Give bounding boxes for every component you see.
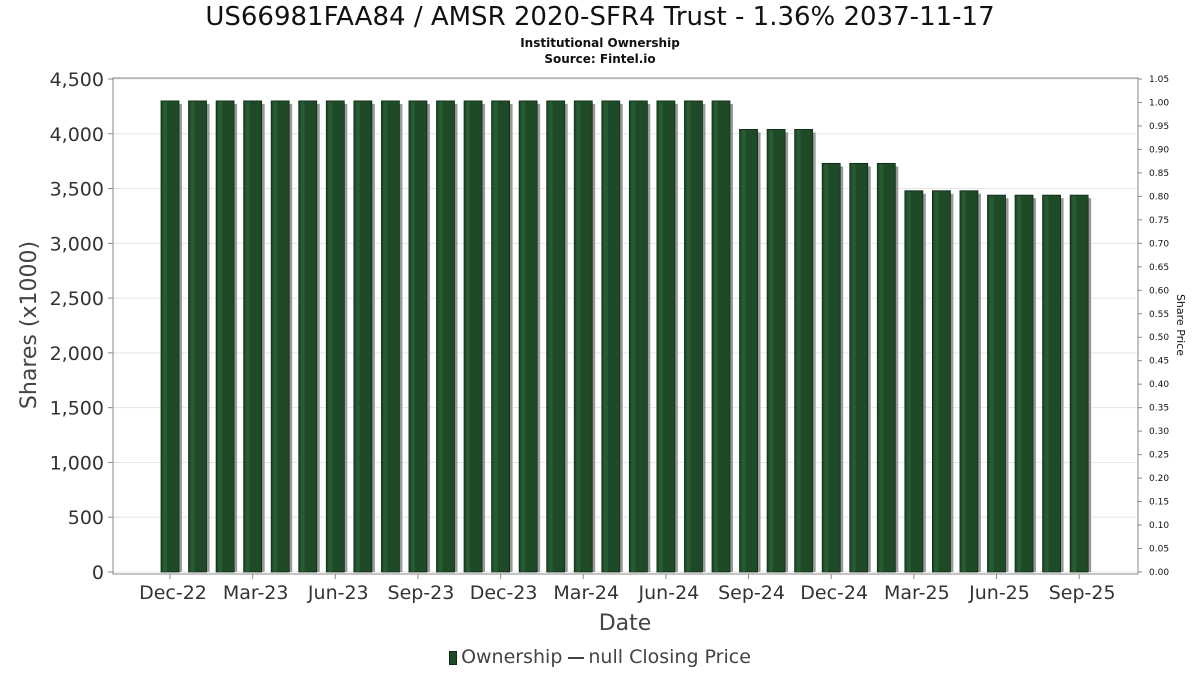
x-axis: Dec-22 Mar-23 Jun-23 Sep-23 Dec-23 Mar-24 Jun-… [139,574,1116,604]
chart-title: US66981FAA84 / AMSR 2020-SFR4 Trust - 1.… [205,2,995,32]
y2-tick-label: 0.90 [1149,145,1169,155]
chart-source: Source: Fintel.io [544,52,656,66]
y2-tick-label: 0.95 [1149,122,1169,132]
bar-highlight [714,101,718,573]
ownership-swatch-icon [449,650,458,665]
plot-area-frame [112,77,1139,575]
y-axis-left: 0 500 1,000 1,500 2,000 2,500 3,000 3,500 4,000 4… [50,69,113,584]
bar-highlight [493,101,498,573]
x-tick-label: Mar-23 [223,582,289,604]
y2-tick-label: 0.15 [1149,498,1169,508]
bar-highlight [631,101,636,573]
y2-tick-label: 1.00 [1149,98,1169,108]
y-tick-label: 2,000 [50,343,104,365]
y2-tick-label: 0.60 [1149,286,1169,296]
legend: Ownership null Closing Price [0,646,1200,668]
bar-highlight [548,101,553,573]
chart-subtitle: Institutional Ownership [520,36,680,50]
bar-highlight [906,191,911,572]
y-tick-label: 3,000 [50,233,104,255]
x-tick-label: Jun-23 [307,582,369,604]
bar-highlight [245,101,250,573]
bar-highlight [769,130,774,572]
bar-highlight [824,164,829,572]
bar-highlight [686,101,691,573]
y2-tick-label: 0.75 [1149,216,1169,226]
bar-highlight [328,101,333,573]
bar-highlight [438,101,443,573]
x-tick-label: Dec-23 [470,582,538,604]
y2-tick-label: 0.45 [1149,357,1169,367]
y-tick-label: 3,500 [50,179,104,201]
y-tick-label: 4,500 [50,69,104,91]
bar-highlight [576,101,581,573]
bar-highlight [466,101,471,573]
bar-highlight [658,101,663,573]
legend-ownership-label: Ownership [461,646,563,668]
bar-highlight [603,101,608,573]
bar-highlight [521,101,526,573]
x-tick-label: Sep-23 [388,582,455,604]
y-axis-label: Shares (x1000) [17,241,42,409]
bar-highlight [383,101,388,573]
bar-highlight [273,101,278,573]
y2-tick-label: 0.70 [1149,239,1169,249]
y-axis-right: 0.00 0.05 0.10 0.15 0.20 0.25 0.30 0.35 0.40 0.45… [1138,75,1169,578]
x-tick-label: Mar-24 [553,582,619,604]
legend-price-label: null Closing Price [588,646,751,668]
grid-lines [113,78,1138,573]
y2-tick-label: 0.00 [1149,568,1169,578]
y2-tick-label: 0.10 [1149,521,1169,531]
y-tick-label: 4,000 [50,124,104,146]
y2-tick-label: 1.05 [1149,75,1169,85]
bar-highlight [1017,196,1022,572]
y2-tick-label: 0.40 [1149,380,1169,390]
x-tick-label: Dec-22 [139,582,207,604]
bar-highlight [989,196,994,572]
y2-tick-label: 0.05 [1149,545,1169,555]
bar-highlight [961,191,966,572]
bar-highlight [218,101,223,573]
bar-highlight [851,164,856,572]
chart-svg: 0 500 1,000 1,500 2,000 2,500 3,000 3,500 4,000 4… [17,69,1187,636]
y-tick-label: 2,500 [50,288,104,310]
bar-highlight [163,101,167,573]
y2-tick-label: 0.20 [1149,474,1169,484]
bar-highlight [300,101,305,573]
x-tick-label: Sep-25 [1049,582,1116,604]
bar-highlight [879,164,884,572]
bar-highlight [1044,196,1049,572]
y-tick-label: 1,500 [50,398,104,420]
y-tick-label: 1,000 [50,452,104,474]
y2-tick-label: 0.50 [1149,333,1169,343]
bar-highlight [190,101,195,573]
y2-axis-label: Share Price [1174,294,1187,356]
bar-highlight [796,130,801,572]
bar-highlight [1072,196,1077,572]
bar-highlight [934,191,939,572]
y-tick-label: 500 [68,507,104,529]
y2-tick-label: 0.55 [1149,310,1169,320]
bars-group [160,100,1092,573]
y2-tick-label: 0.25 [1149,451,1169,461]
y2-tick-label: 0.80 [1149,192,1169,202]
x-axis-label: Date [599,611,652,636]
x-tick-label: Jun-25 [968,582,1030,604]
y2-tick-label: 0.30 [1149,427,1169,437]
bar-highlight [355,101,360,573]
x-tick-label: Mar-25 [884,582,950,604]
y2-tick-label: 0.65 [1149,263,1169,273]
x-tick-label: Dec-24 [800,582,868,604]
y2-tick-label: 0.85 [1149,169,1169,179]
x-tick-label: Jun-24 [638,582,700,604]
price-line-swatch-icon [568,656,585,659]
bar-highlight [410,101,415,573]
x-tick-label: Sep-24 [718,582,785,604]
y-tick-label: 0 [92,562,104,584]
bar-highlight [741,130,746,572]
y2-tick-label: 0.35 [1149,404,1169,414]
